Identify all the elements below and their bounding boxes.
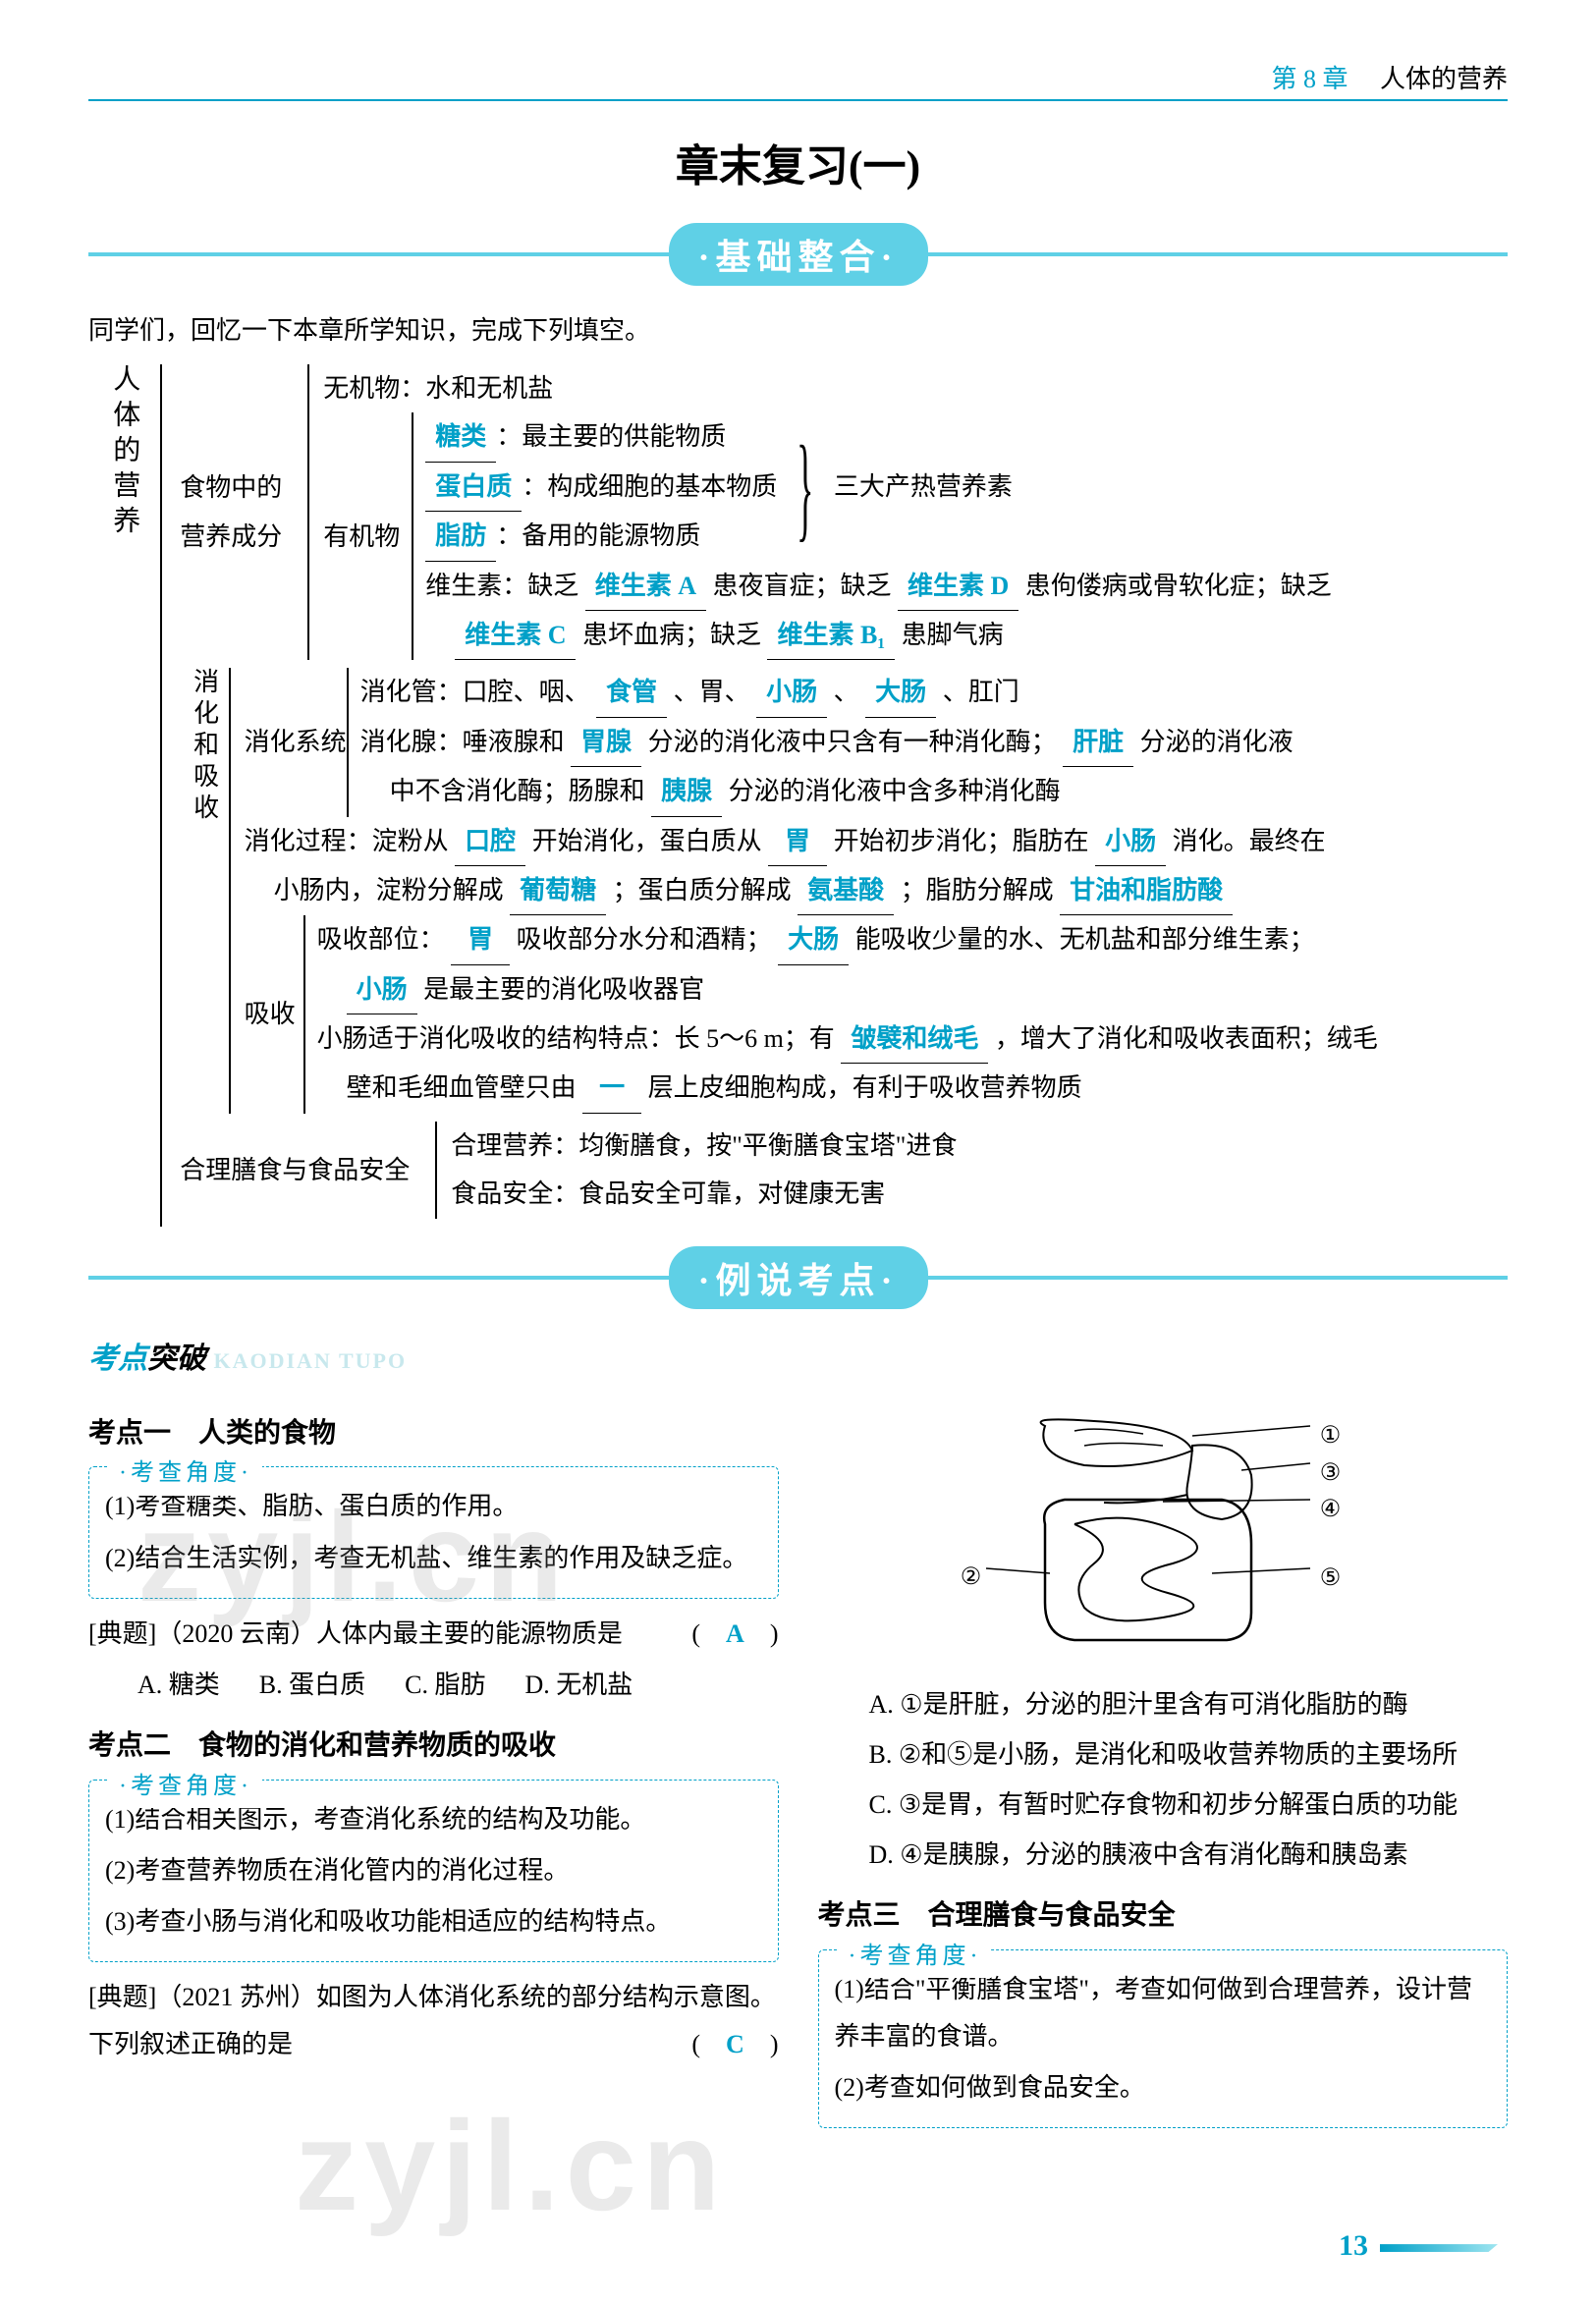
tree-root: 人体的营养 [88, 364, 160, 1227]
kd2-box: ·考查角度· (1)结合相关图示，考查消化系统的结构及功能。 (2)考查营养物质… [88, 1780, 779, 1962]
final-line: 小肠内，淀粉分解成 葡萄糖 ；蛋白质分解成 氨基酸 ；脂肪分解成 甘油和脂肪酸 [245, 866, 1508, 915]
absorb-content: 吸收部位： 胃 吸收部分水分和酒精； 大肠 能吸收少量的水、无机盐和部分维生素；… [303, 915, 1508, 1114]
kd2-optD: D. ④是胰腺，分泌的胰液中含有消化酶和胰岛素 [848, 1832, 1509, 1879]
brace-icon: } [797, 466, 813, 508]
kaodian-tupo-title: 考点突破 KAODIAN TUPO [88, 1334, 1508, 1377]
kd2-optB: B. ②和⑤是小肠，是消化和吸收营养物质的主要场所 [848, 1731, 1509, 1779]
chapter-num: 第 8 章 [1271, 65, 1348, 93]
absorb-sub: 吸收 吸收部位： 胃 吸收部分水分和酒精； 大肠 能吸收少量的水、无机盐和部分维… [245, 915, 1508, 1114]
chapter-title: 人体的营养 [1380, 65, 1508, 93]
section-band-2: ·例说考点· [88, 1246, 1508, 1309]
right-column: ① ② ③ ④ ⑤ A. ①是肝脏，分泌的胆汁里含有可消化脂肪的酶 B. ②和⑤… [818, 1397, 1509, 2140]
page-number: 13 [1339, 2229, 1498, 2263]
section-band-1: ·基础整合· [88, 223, 1508, 286]
branch-label-nutrients: 食物中的营养成分 [180, 364, 307, 660]
kd2-answer: C [726, 2030, 744, 2058]
page-deco [1380, 2244, 1498, 2252]
knowledge-tree: 人体的营养 食物中的营养成分 无机物：水和无机盐 有机物 糖类：最主要的供能物质… [88, 364, 1508, 1227]
two-columns: 考点一 人类的食物 ·考查角度· (1)考查糖类、脂肪、蛋白质的作用。 (2)结… [88, 1397, 1508, 2140]
process-line: 消化过程：淀粉从 口腔 开始消化，蛋白质从 胃 开始初步消化；脂肪在 小肠 消化… [245, 817, 1508, 866]
kd1-dianti: [典题]（2020 云南）人体内最主要的能源物质是 ( A ) [88, 1611, 779, 1658]
kd1-answer: A [726, 1619, 744, 1648]
branch-digestion: 消化和吸收 消化系统 消化管：口腔、咽、 食管 、胃、 小肠 、 大肠 [180, 668, 1508, 1114]
blank-vitD: 维生素 D [898, 562, 1018, 611]
kd1-options: A. 糖类 B. 蛋白质 C. 脂肪 D. 无机盐 [88, 1662, 779, 1709]
blank-vitA: 维生素 A [585, 562, 706, 611]
diagram-label-2: ② [961, 1556, 982, 1599]
blank-vitC: 维生素 C [455, 611, 576, 660]
system-label: 消化系统 [245, 668, 347, 816]
diagram-label-5: ⑤ [1320, 1557, 1342, 1600]
wuji-line: 无机物：水和无机盐 [323, 364, 1508, 412]
branch-label-digest: 消化和吸收 [180, 668, 228, 1114]
band-label-lskd: ·例说考点· [669, 1246, 928, 1309]
digest-content: 消化系统 消化管：口腔、咽、 食管 、胃、 小肠 、 大肠 、肛门 [229, 668, 1508, 1114]
digestive-diagram: ① ② ③ ④ ⑤ [947, 1397, 1379, 1672]
page: 第 8 章 人体的营养 章末复习(一) ·基础整合· 同学们，回忆一下本章所学知… [0, 0, 1596, 2302]
branch-diet: 合理膳食与食品安全 合理营养：均衡膳食，按"平衡膳食宝塔"进食 食品安全：食品安… [180, 1122, 1508, 1219]
main-title: 章末复习(一) [88, 131, 1508, 193]
system-content: 消化管：口腔、咽、 食管 、胃、 小肠 、 大肠 、肛门 消化腺：唾液腺和 胃腺 [347, 668, 1508, 816]
youji-content: 糖类：最主要的供能物质 蛋白质：构成细胞的基本物质 脂肪：备用的能源物质 } 三… [412, 412, 1508, 660]
nutrient-content: 无机物：水和无机盐 有机物 糖类：最主要的供能物质 蛋白质：构成细胞的基本物质 … [307, 364, 1508, 660]
kd2-optA: A. ①是肝脏，分泌的胆汁里含有可消化脂肪的酶 [848, 1681, 1509, 1728]
blank-tang: 糖类 [425, 412, 496, 462]
tree-body: 食物中的营养成分 无机物：水和无机盐 有机物 糖类：最主要的供能物质 蛋白质：构… [160, 364, 1508, 1227]
kd1-box: ·考查角度· (1)考查糖类、脂肪、蛋白质的作用。 (2)结合生活实例，考查无机… [88, 1466, 779, 1598]
band-label-jczh: ·基础整合· [669, 223, 928, 286]
branch-nutrients: 食物中的营养成分 无机物：水和无机盐 有机物 糖类：最主要的供能物质 蛋白质：构… [180, 364, 1508, 660]
kd2-optC: C. ③是胃，有暂时贮存食物和初步分解蛋白质的功能 [848, 1781, 1509, 1829]
blank-vitB1: 维生素 B₁ [767, 611, 895, 660]
diagram-svg [947, 1397, 1379, 1672]
box-label: ·考查角度· [109, 1452, 262, 1495]
youji-branch: 有机物 糖类：最主要的供能物质 蛋白质：构成细胞的基本物质 脂肪：备用的能源物质… [323, 412, 1508, 660]
diagram-label-4: ④ [1320, 1488, 1342, 1531]
kd3-box: ·考查角度· (1)结合"平衡膳食宝塔"，考查如何做到合理营养，设计营养丰富的食… [818, 1949, 1509, 2128]
intro: 同学们，回忆一下本章所学知识，完成下列填空。 [88, 310, 1508, 347]
system-sub: 消化系统 消化管：口腔、咽、 食管 、胃、 小肠 、 大肠 、肛门 [245, 668, 1508, 816]
band-right [928, 252, 1509, 256]
blank-zhifang: 脂肪 [425, 512, 496, 561]
diet-label: 合理膳食与食品安全 [180, 1122, 435, 1219]
absorb-label: 吸收 [245, 915, 303, 1114]
diet-content: 合理营养：均衡膳食，按"平衡膳食宝塔"进食 食品安全：食品安全可靠，对健康无害 [435, 1122, 1508, 1219]
blank-danbai: 蛋白质 [425, 463, 522, 512]
left-column: 考点一 人类的食物 ·考查角度· (1)考查糖类、脂肪、蛋白质的作用。 (2)结… [88, 1397, 779, 2140]
sanda-label: 三大产热营养素 [834, 463, 1013, 511]
kd2-dianti: [典题]（2021 苏州）如图为人体消化系统的部分结构示意图。下列叙述正确的是 … [88, 1974, 779, 2068]
band-left [88, 252, 669, 256]
youji-label: 有机物 [323, 412, 412, 660]
chapter-header: 第 8 章 人体的营养 [88, 59, 1508, 101]
